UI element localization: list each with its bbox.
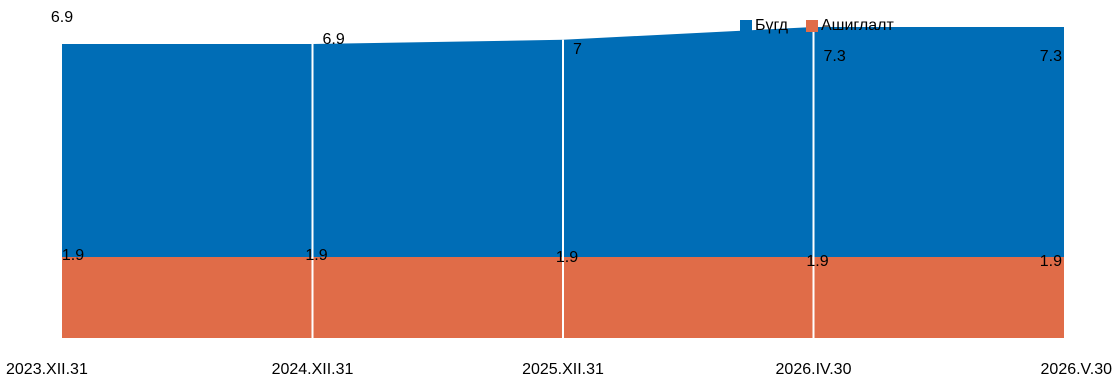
legend-swatch-operation bbox=[805, 20, 818, 32]
x-tick-label: 2024.XII.31 bbox=[272, 361, 354, 378]
x-axis: 2023.XII.31 2024.XII.31 2025.XII.31 2026.IV… bbox=[6, 361, 1112, 378]
data-label-operation: 1.9 bbox=[305, 247, 327, 264]
data-label-operation: 1.9 bbox=[62, 247, 84, 264]
x-tick-label: 2026.IV.30 bbox=[776, 361, 852, 378]
data-label-total: 7 bbox=[573, 41, 582, 58]
data-label-total: 6.9 bbox=[323, 31, 345, 48]
data-label-operation: 1.9 bbox=[806, 253, 828, 270]
data-label-total: 7.3 bbox=[1040, 48, 1062, 65]
data-label-total: 6.9 bbox=[51, 9, 73, 26]
x-tick-label: 2023.XII.31 bbox=[6, 361, 88, 378]
legend-swatch-total bbox=[740, 20, 752, 32]
x-tick-label: 2025.XII.31 bbox=[522, 361, 604, 378]
plot-area: 6.9 6.9 7 7.3 7.3 1.9 1.9 1.9 1.9 1.9 bbox=[51, 9, 1064, 338]
data-label-operation: 1.9 bbox=[1040, 253, 1062, 270]
legend: Бүгд Ашиглалт bbox=[740, 17, 908, 35]
legend-label-total: Бүгд bbox=[755, 17, 788, 34]
legend-item-total: Бүгд bbox=[740, 17, 788, 35]
data-label-operation: 1.9 bbox=[556, 249, 578, 266]
data-label-total: 7.3 bbox=[824, 48, 846, 65]
x-tick-label: 2026.V.30 bbox=[1041, 361, 1113, 378]
legend-label-operation: Ашиглалт bbox=[820, 17, 894, 34]
legend-item-operation: Ашиглалт bbox=[805, 17, 894, 35]
